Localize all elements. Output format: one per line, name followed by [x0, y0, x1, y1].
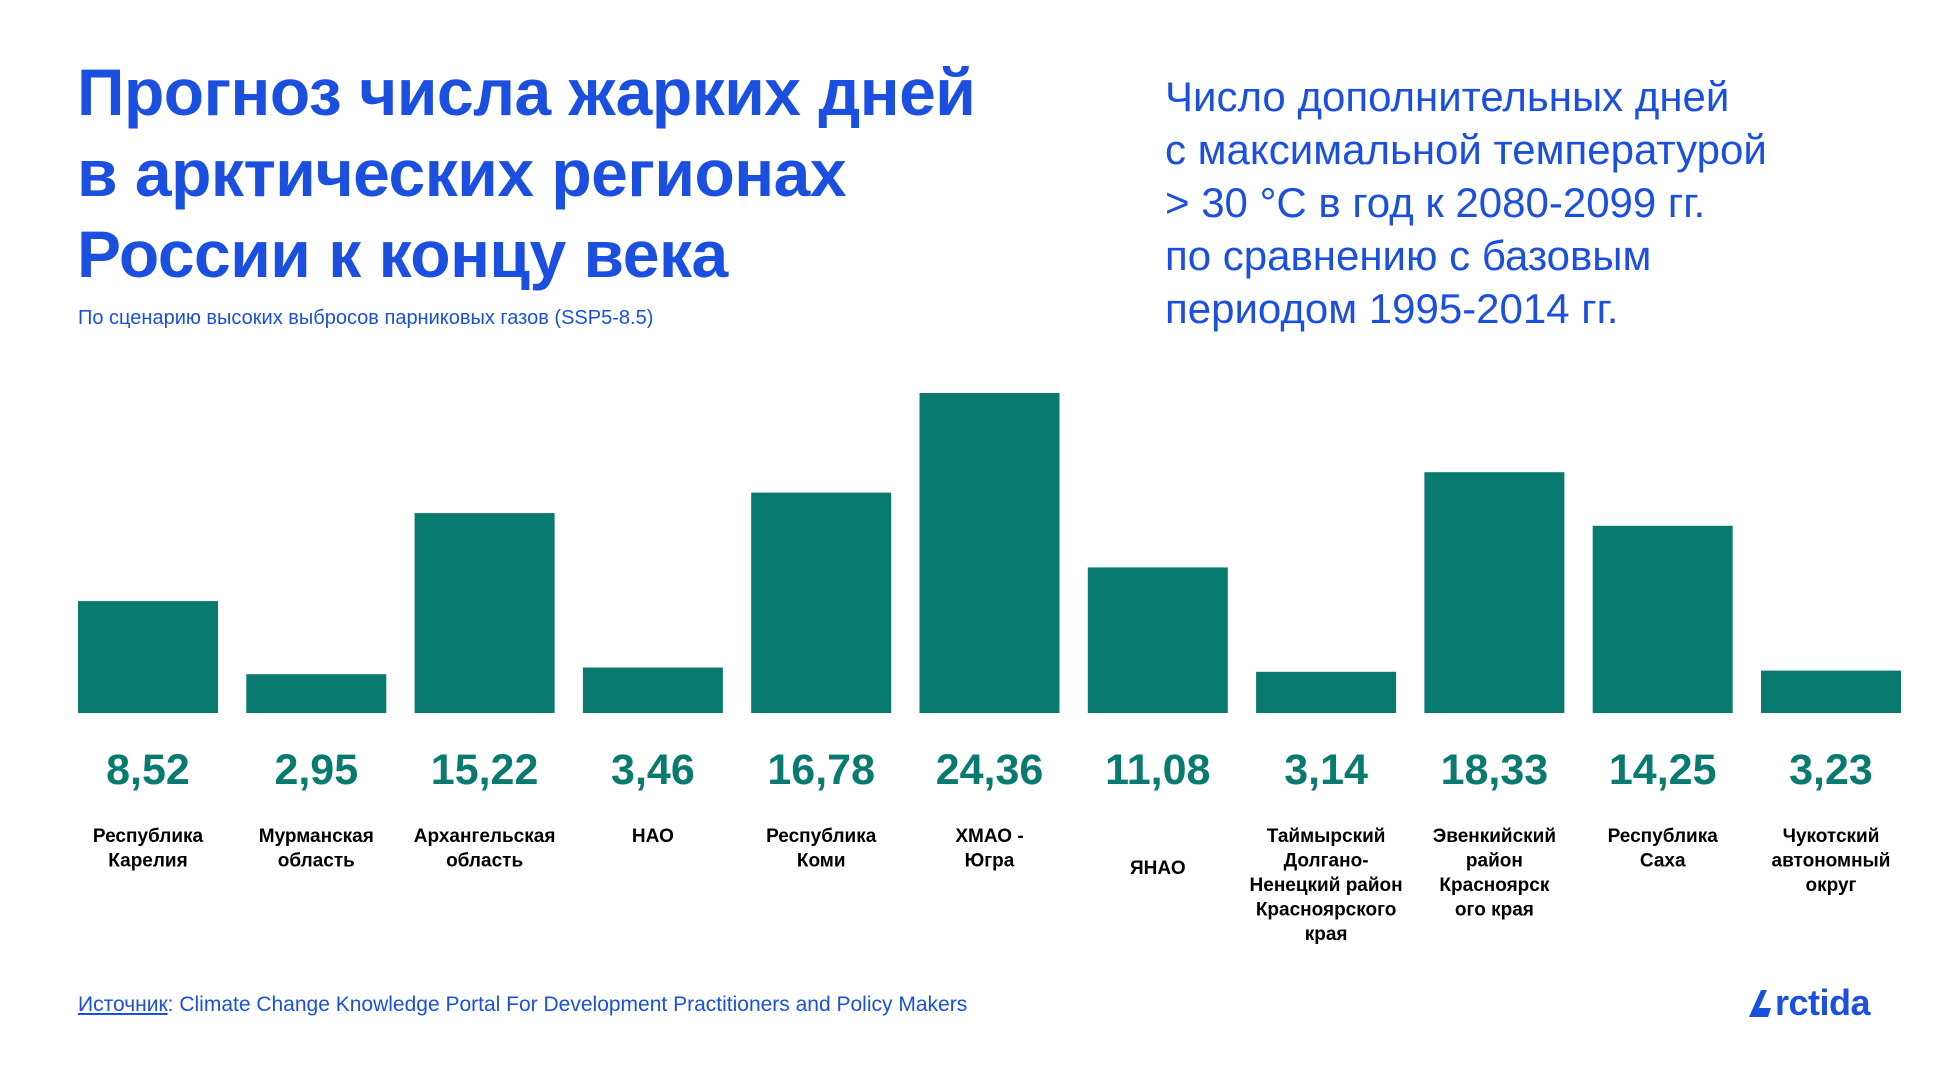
- category-label-line: Республика: [766, 826, 877, 847]
- bar: [414, 513, 555, 713]
- category-label-line: НАО: [632, 826, 674, 847]
- bar: [751, 492, 892, 713]
- source-note: Источник: Climate Change Knowledge Porta…: [78, 993, 967, 1017]
- category-label-line: округ: [1806, 875, 1857, 896]
- description-line: периодом 1995-2014 гг.: [1165, 285, 1619, 332]
- bar: [919, 393, 1060, 713]
- data-label: 14,25: [1609, 746, 1717, 794]
- title-line: России к концу века: [77, 217, 728, 291]
- arctida-logo-icon: [1749, 990, 1771, 1017]
- category-label-line: ХМАО -: [955, 826, 1023, 847]
- description-line: Число дополнительных дней: [1165, 73, 1730, 120]
- category-label-line: Эвенкийский: [1433, 826, 1556, 847]
- title-line: в арктических регионах: [77, 136, 847, 210]
- title-line: Прогноз числа жарких дней: [77, 55, 976, 129]
- category-label-line: Мурманская: [259, 826, 374, 847]
- bar: [78, 601, 218, 713]
- source-link[interactable]: Источник: [78, 993, 168, 1016]
- category-label-line: Коми: [797, 851, 846, 872]
- chart-title: Прогноз числа жарких дней в арктических …: [77, 52, 1097, 295]
- description-line: > 30 °C в год к 2080-2099 гг.: [1165, 179, 1706, 226]
- category-label-line: область: [278, 851, 355, 872]
- bar: [582, 667, 723, 713]
- description-line: по сравнению с базовым: [1165, 232, 1652, 279]
- category-label: Чукотский автономный округ: [1772, 826, 1891, 896]
- category-label-line: Долгано-: [1284, 851, 1369, 872]
- data-label: 11,08: [1105, 746, 1210, 794]
- category-label-line: ЯНАО: [1130, 858, 1186, 879]
- category-label: Эвенкийский район Красноярск ого края: [1433, 826, 1556, 921]
- category-label: Архангельская область: [414, 826, 556, 872]
- bar: [1592, 525, 1733, 713]
- category-label-line: Ненецкий район: [1250, 875, 1403, 896]
- category-label-line: края: [1305, 924, 1348, 945]
- category-label: ЯНАО: [1130, 858, 1186, 879]
- category-label-line: Красноярского: [1256, 900, 1397, 921]
- category-label-line: Чукотский: [1783, 826, 1880, 847]
- data-label: 3,23: [1789, 746, 1873, 794]
- bar: [1761, 670, 1901, 713]
- category-label: ХМАО - Югра: [955, 826, 1023, 872]
- bar: [1424, 472, 1565, 713]
- data-label: 18,33: [1441, 746, 1549, 794]
- category-label-line: область: [446, 851, 523, 872]
- category-label-line: Республика: [93, 826, 204, 847]
- category-label: Республика Коми: [766, 826, 877, 872]
- data-label: 8,52: [106, 746, 190, 794]
- bar: [246, 674, 387, 713]
- source-text: : Climate Change Knowledge Portal For De…: [167, 993, 968, 1016]
- chart-description: Число дополнительных дней с максимальной…: [1165, 70, 1925, 335]
- bar: [1087, 567, 1228, 713]
- category-label: Мурманская область: [259, 826, 374, 872]
- logo-text: rctida: [1775, 982, 1871, 1023]
- category-label-line: Красноярск: [1439, 875, 1549, 896]
- data-label: 3,14: [1284, 746, 1368, 794]
- category-label-line: ого края: [1455, 900, 1534, 921]
- category-label-line: Республика: [1608, 826, 1719, 847]
- data-label: 2,95: [274, 746, 358, 794]
- data-label: 3,46: [611, 746, 695, 794]
- category-label: Таймырский Долгано- Ненецкий район Краснояр…: [1250, 826, 1403, 945]
- category-label-line: Карелия: [108, 851, 187, 872]
- category-label: НАО: [632, 826, 674, 847]
- bar: [1256, 671, 1397, 713]
- category-label: Республика Саха: [1608, 826, 1719, 872]
- chart-subtitle: По сценарию высоких выбросов парниковых …: [78, 307, 654, 329]
- data-label: 24,36: [936, 746, 1044, 794]
- description-line: с максимальной температурой: [1165, 126, 1767, 173]
- arctida-logo: rctida: [1747, 982, 1871, 1024]
- category-label: Республика Карелия: [93, 826, 204, 872]
- category-label-line: Югра: [965, 851, 1015, 872]
- category-label-line: район: [1466, 851, 1523, 872]
- category-label-line: автономный: [1772, 851, 1891, 872]
- data-label: 16,78: [767, 746, 875, 794]
- category-label-line: Саха: [1640, 851, 1686, 872]
- category-label-line: Таймырский: [1267, 826, 1386, 847]
- data-label: 15,22: [431, 746, 539, 794]
- category-label-line: Архангельская: [414, 826, 556, 847]
